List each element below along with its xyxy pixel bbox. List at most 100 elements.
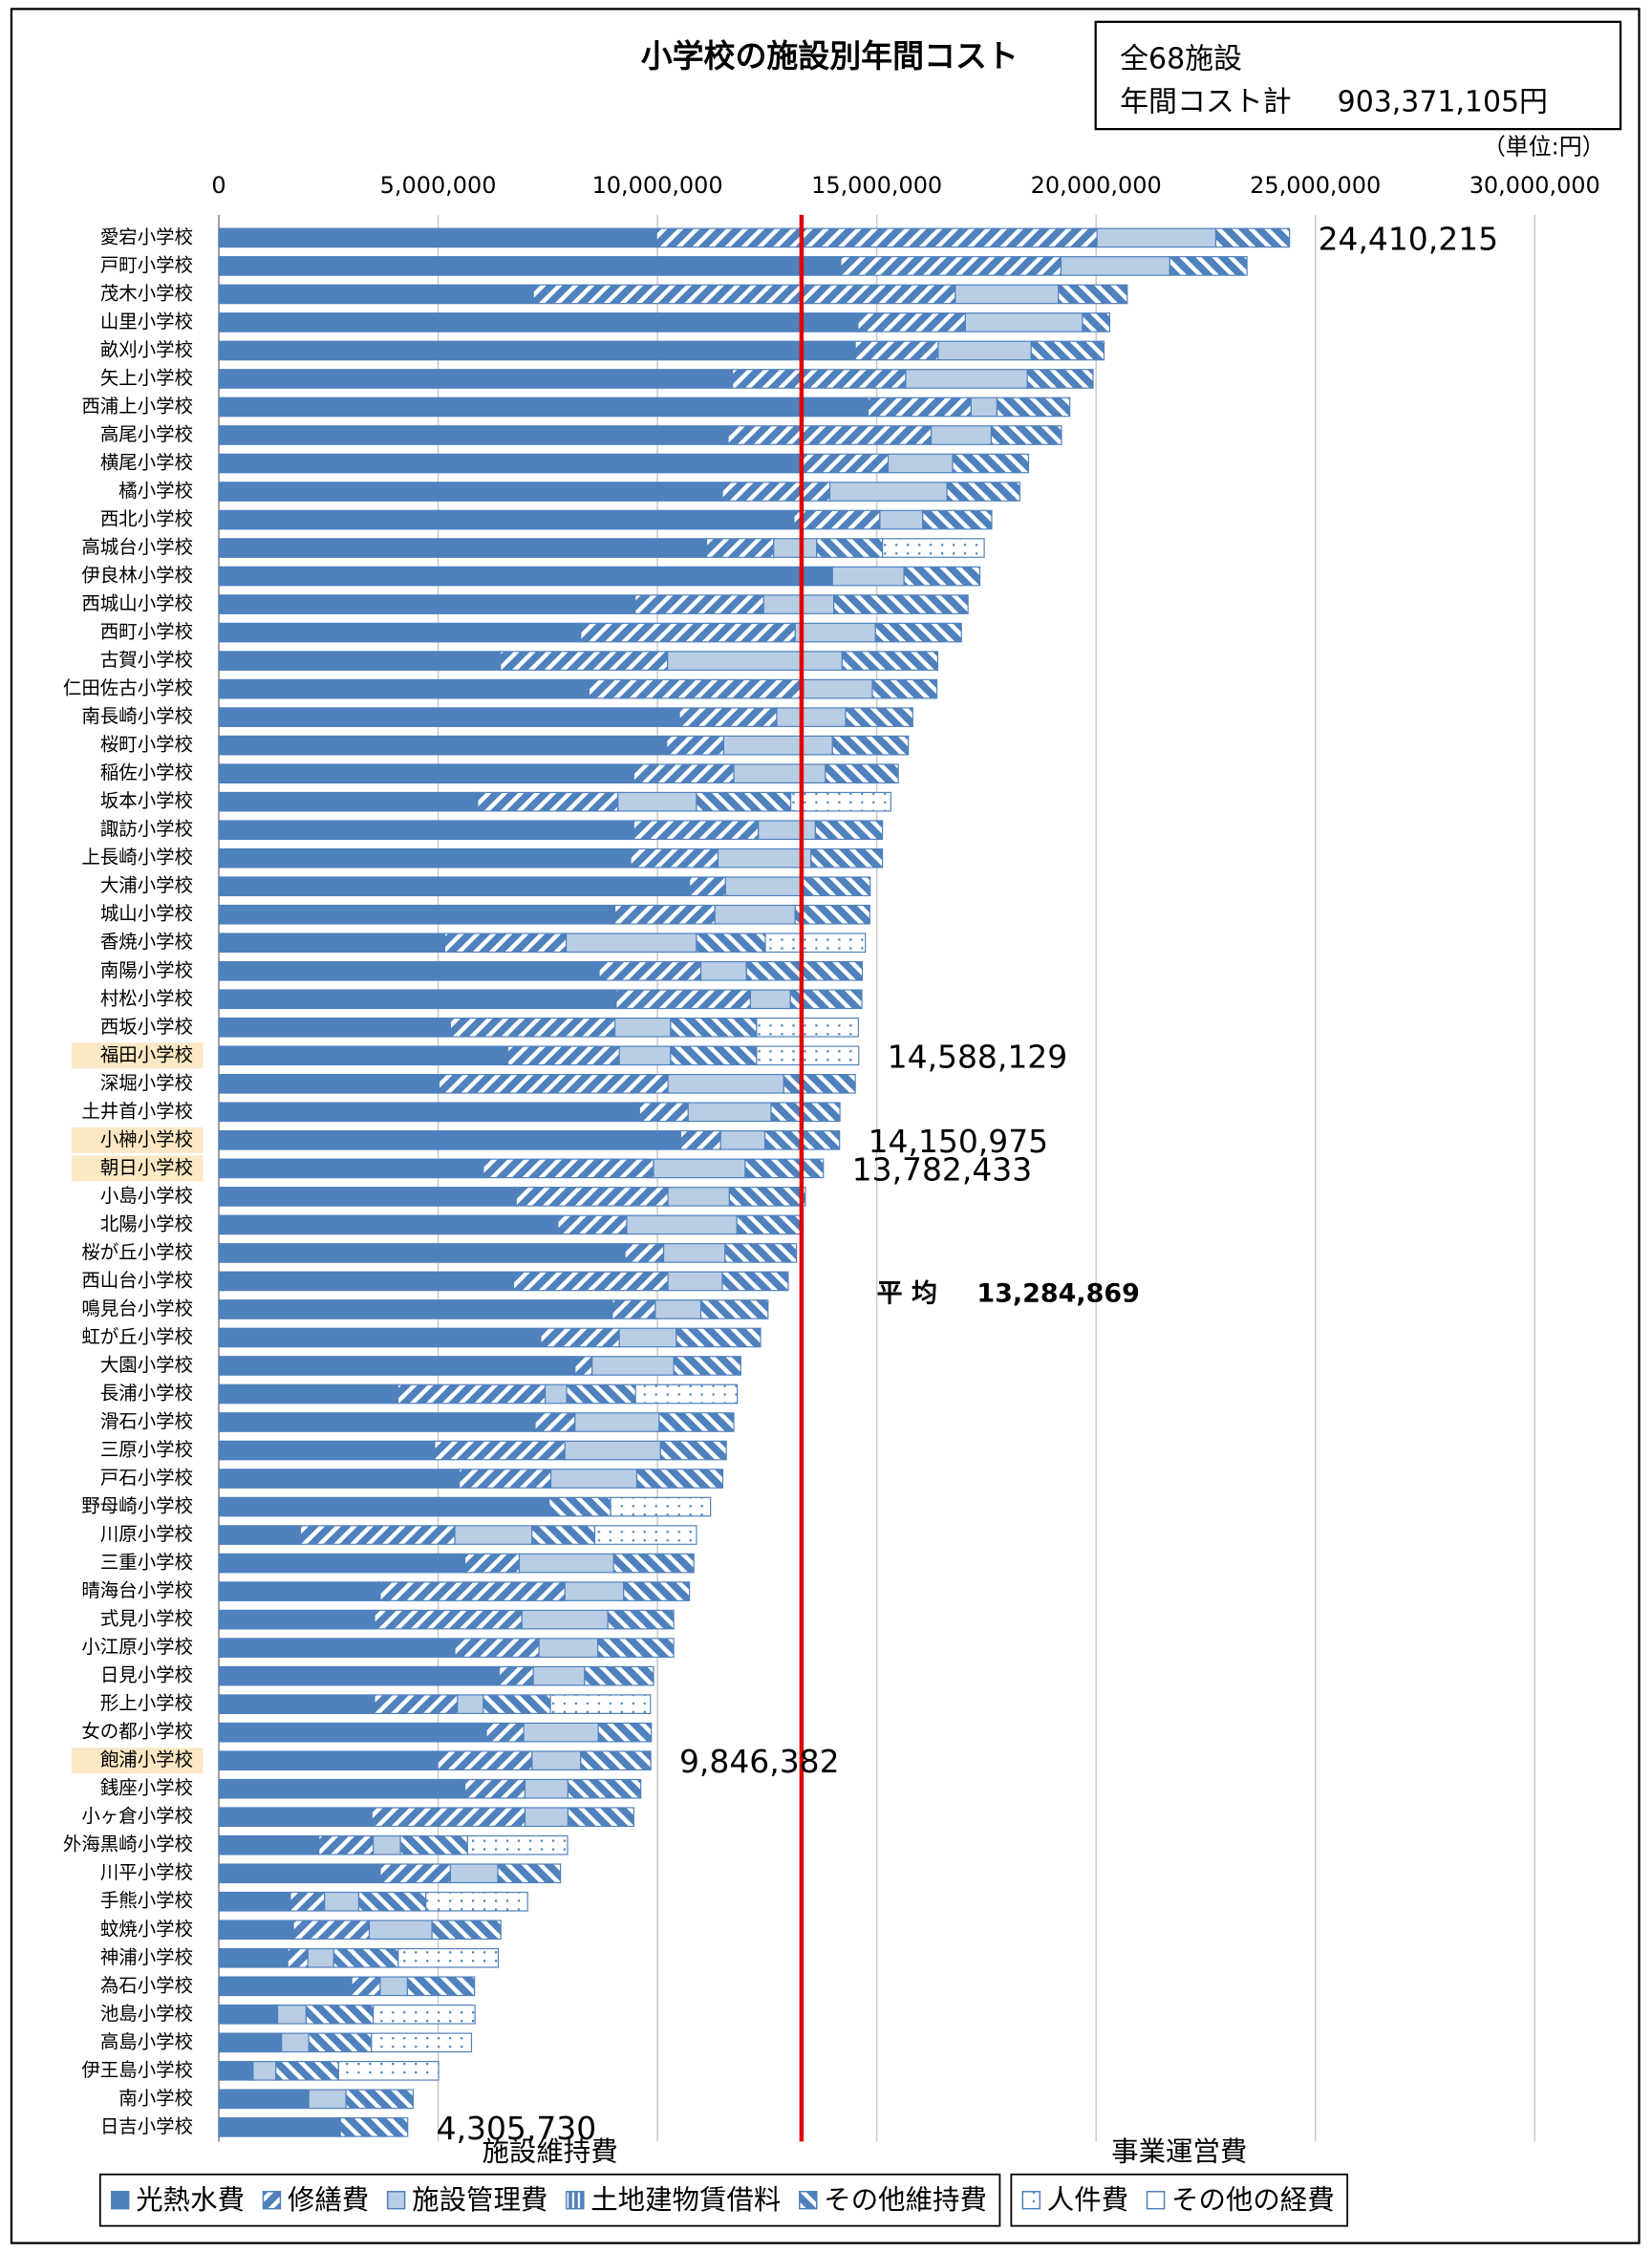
bar-segment (218, 2117, 341, 2137)
bar-segment (218, 2004, 279, 2025)
bar-segment (218, 791, 479, 812)
bar-segment (438, 1073, 669, 1094)
bar-segment (218, 678, 590, 699)
bar-segment (483, 1694, 551, 1714)
bar-segment (845, 707, 913, 727)
bar-segment (764, 933, 867, 954)
y-tick-label: 坂本小学校 (100, 790, 193, 812)
bar-segment (218, 1356, 576, 1376)
y-tick-label: 日見小学校 (100, 1664, 193, 1686)
bar-segment (500, 651, 669, 671)
bar-segment (218, 2061, 254, 2081)
y-tick-label: 大浦小学校 (100, 874, 193, 896)
y-tick-label: 晴海台小学校 (81, 1579, 193, 1601)
bar-segment (218, 1412, 536, 1432)
bar-segment (564, 1440, 661, 1461)
bar-segment (524, 1778, 569, 1799)
bar-segment (828, 482, 948, 502)
bar-segment (699, 960, 747, 981)
bar-segment (762, 594, 835, 614)
y-tick-label: 戸町小学校 (100, 254, 193, 276)
info-cost-value: 903,371,105円 (1338, 86, 1548, 119)
y-tick-label: 外海黒崎小学校 (63, 1834, 193, 1855)
bar-segment (964, 312, 1083, 332)
bar-segment (252, 2061, 277, 2081)
bar-segment (218, 1947, 289, 1968)
y-tick-label: 朝日小学校 (100, 1156, 193, 1178)
bar-segment (497, 1863, 562, 1884)
y-tick-label: 桜が丘小学校 (81, 1241, 193, 1263)
x-tick-label: 20,000,000 (1031, 172, 1162, 199)
bar-segment (580, 1750, 652, 1771)
y-tick-label: 銭座小学校 (100, 1777, 193, 1799)
bar-segment (879, 509, 924, 530)
bar-segment (218, 1807, 373, 1828)
bar-segment (874, 622, 962, 643)
legend-label: その他の経費 (1171, 2184, 1335, 2216)
y-tick-label: 日吉小学校 (100, 2115, 193, 2137)
bar-segment (515, 1187, 669, 1207)
bar-segment (218, 622, 582, 643)
bar-segment (1169, 256, 1248, 276)
y-tick-label: 式見小学校 (100, 1608, 193, 1630)
bar-segment (623, 1581, 691, 1601)
bar-segment (952, 453, 1030, 474)
y-tick-label: 稲佐小学校 (100, 761, 193, 783)
bar-segment (521, 1609, 609, 1630)
bar-segment (613, 1017, 672, 1038)
bar-segment (218, 1609, 375, 1630)
bar-segment (218, 340, 856, 361)
y-tick-label: 伊王島小学校 (81, 2059, 193, 2081)
y-tick-label: 西城山小学校 (81, 592, 193, 614)
bar-segment (333, 1947, 399, 1968)
bar-segment (374, 1609, 523, 1630)
bar-segment (841, 651, 939, 671)
bar-segment (218, 1440, 436, 1461)
bar-segment (449, 1017, 616, 1038)
bar-segment (557, 1214, 628, 1235)
bar-segment (794, 622, 876, 643)
category-highlight (71, 1042, 204, 1069)
bar-segment (696, 933, 766, 954)
bar-segment (634, 594, 764, 614)
bar-segment (825, 763, 899, 783)
bar-segment (373, 1834, 401, 1855)
bar-segment (634, 1383, 739, 1405)
y-tick-label: 村松小学校 (100, 987, 193, 1009)
y-tick-label: 形上小学校 (100, 1692, 193, 1714)
x-tick-label: 0 (211, 172, 225, 199)
bar-segment (831, 566, 905, 587)
bar-segment (538, 1638, 599, 1658)
category-highlight (71, 1155, 204, 1182)
bar-segment (696, 791, 792, 812)
y-tick-label: 城山小学校 (100, 903, 193, 925)
bar-segment (218, 1638, 456, 1658)
bar-segment (483, 1158, 654, 1179)
bar-segment (287, 1947, 309, 1968)
bar-segment (662, 1243, 726, 1263)
bar-segment (477, 791, 619, 812)
bar-segment (524, 1807, 569, 1828)
bar-segment (218, 847, 632, 869)
bar-segment (281, 2032, 310, 2053)
bar-segment (443, 933, 568, 954)
bar-segment (790, 791, 891, 812)
bar-segment (531, 1750, 582, 1771)
bar-segment (789, 989, 863, 1010)
bar-segment (564, 1581, 625, 1601)
y-tick-label: 小江原小学校 (81, 1636, 193, 1658)
bar-segment (736, 1214, 804, 1235)
y-tick-label: 伊良林小学校 (81, 565, 193, 587)
total-annotation: 14,588,129 (888, 1038, 1068, 1075)
bar-segment (463, 1778, 526, 1799)
bar-segment (292, 1920, 371, 1941)
bar-segment (676, 1327, 762, 1348)
bar-segment (724, 1243, 798, 1263)
bar-segment (816, 538, 884, 558)
bar-segment (406, 1976, 476, 1997)
bar-segment (567, 1807, 634, 1828)
bar-segment (776, 707, 847, 727)
bar-segment (678, 707, 778, 727)
bar-segment (670, 1045, 758, 1066)
bar-segment (638, 1102, 689, 1123)
